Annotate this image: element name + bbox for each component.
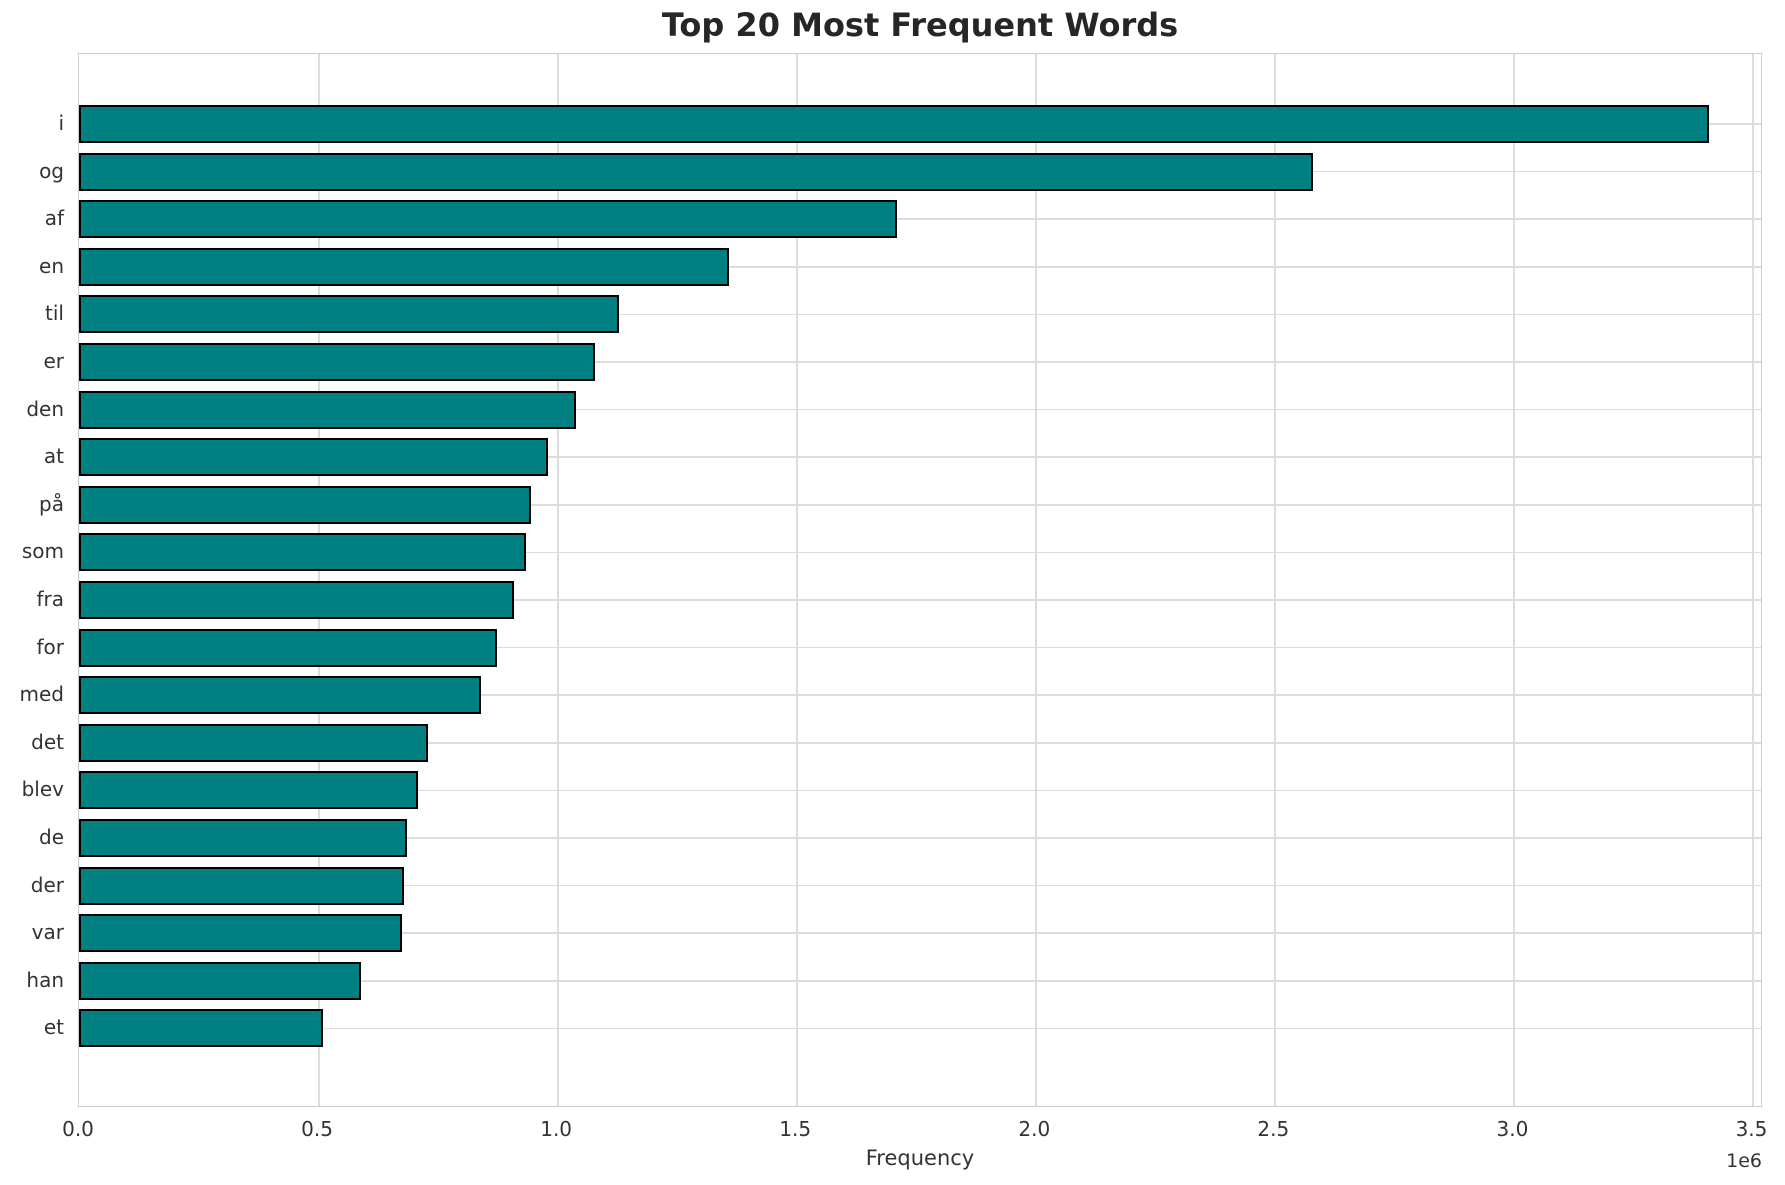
bar-der — [79, 866, 404, 905]
gridline-horizontal — [79, 884, 1761, 887]
bar-som — [79, 533, 526, 572]
y-tick-label: på — [39, 491, 64, 516]
gridline-vertical — [318, 54, 320, 1106]
x-tick-label: 3.5 — [1735, 1117, 1768, 1141]
y-tick-label: at — [43, 444, 64, 469]
bar-er — [79, 343, 595, 381]
y-tick-label: det — [31, 729, 64, 754]
gridline-horizontal — [79, 408, 1761, 411]
gridline-vertical — [1035, 54, 1037, 1106]
bar-et — [79, 1009, 323, 1048]
gridline-horizontal — [79, 504, 1761, 506]
gridline-horizontal — [79, 313, 1761, 316]
gridline-horizontal — [79, 1027, 1761, 1030]
y-tick-label: en — [39, 253, 64, 278]
bar-han — [79, 961, 361, 1000]
gridline-horizontal — [79, 218, 1761, 220]
x-tick-label: 2.0 — [1018, 1117, 1051, 1141]
y-tick-label: de — [39, 825, 64, 849]
gridline-horizontal — [79, 837, 1761, 839]
bar-i — [79, 105, 1709, 143]
gridline-horizontal — [79, 361, 1761, 363]
gridline-horizontal — [79, 789, 1761, 792]
bar-med — [79, 676, 481, 715]
bar-og — [79, 152, 1313, 191]
gridline-horizontal — [79, 980, 1761, 982]
y-tick-label: som — [21, 539, 64, 564]
y-tick-label: med — [19, 682, 64, 707]
gridline-horizontal — [79, 694, 1761, 696]
gridline-vertical — [1274, 54, 1276, 1106]
gridline-vertical — [557, 54, 559, 1106]
gridline-horizontal — [79, 266, 1761, 268]
y-tick-label: blev — [21, 777, 64, 802]
bar-var — [79, 914, 402, 953]
y-tick-label: til — [45, 301, 64, 326]
chart-title: Top 20 Most Frequent Words — [661, 6, 1179, 44]
y-tick-label: fra — [36, 587, 64, 611]
x-tick-label: 0.0 — [62, 1117, 94, 1141]
y-tick-label: og — [39, 158, 64, 183]
bar-de — [79, 819, 407, 857]
bar-til — [79, 295, 619, 334]
bar-af — [79, 200, 897, 239]
x-tick-label: 1.5 — [779, 1117, 812, 1141]
bar-den — [79, 390, 576, 429]
x-tick-label: 0.5 — [301, 1117, 333, 1141]
plot-area — [78, 53, 1762, 1107]
bar-for — [79, 628, 497, 667]
y-tick-label: var — [31, 920, 64, 945]
x-tick-label: 3.0 — [1496, 1117, 1529, 1141]
y-tick-label: i — [58, 111, 64, 135]
bar-blev — [79, 771, 418, 810]
y-tick-label: et — [43, 1015, 64, 1040]
bar-fra — [79, 581, 514, 619]
gridline-vertical — [796, 54, 798, 1106]
gridline-vertical — [1513, 54, 1515, 1106]
y-tick-label: han — [26, 967, 64, 992]
y-tick-label: der — [30, 872, 64, 897]
y-tick-label: af — [44, 206, 64, 231]
x-axis-title: Frequency — [865, 1146, 975, 1170]
x-tick-label: 2.5 — [1257, 1117, 1290, 1141]
bar-det — [79, 723, 428, 762]
bar-på — [79, 485, 531, 524]
gridline-horizontal — [79, 932, 1761, 934]
gridline-horizontal — [79, 742, 1761, 744]
gridline-horizontal — [79, 456, 1761, 458]
gridline-horizontal — [79, 646, 1761, 649]
y-tick-label: for — [36, 634, 65, 659]
gridline-horizontal — [79, 551, 1761, 554]
gridline-vertical — [1752, 54, 1755, 1106]
y-tick-label: den — [26, 396, 64, 421]
bar-at — [79, 438, 548, 477]
bar-en — [79, 247, 729, 286]
x-tick-label: 1.0 — [540, 1117, 573, 1141]
gridline-horizontal — [79, 599, 1761, 601]
y-tick-label: er — [43, 349, 64, 373]
axis-offset-label: 1e6 — [1726, 1150, 1762, 1172]
